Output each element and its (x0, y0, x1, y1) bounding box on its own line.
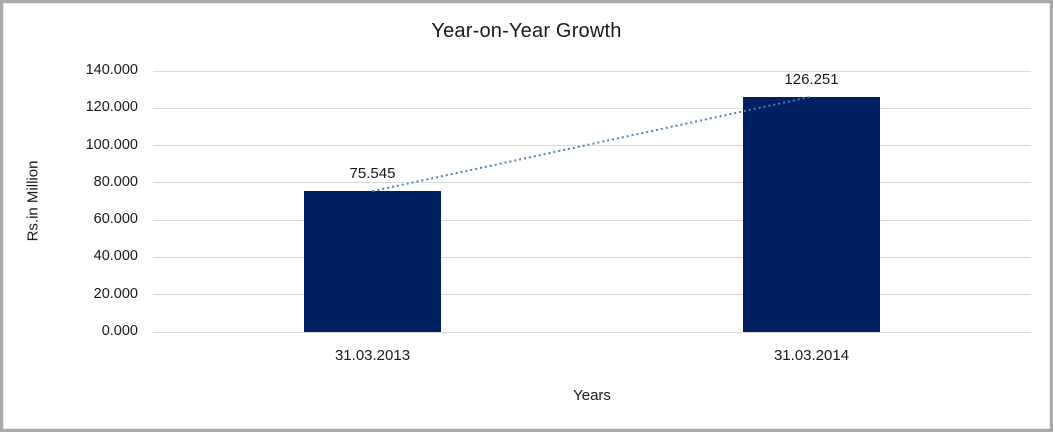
bar-value-label: 126.251 (784, 70, 839, 88)
gridline (153, 182, 1031, 184)
gridline (153, 219, 1031, 221)
bar-value-label: 75.545 (349, 165, 396, 183)
y-tick-label: 60.000 (93, 211, 138, 228)
gridline (153, 331, 1031, 333)
trendline-segment (372, 95, 812, 193)
gridline (153, 107, 1031, 109)
gridline (153, 256, 1031, 258)
gridline (153, 70, 1031, 72)
y-tick-label: 0.000 (101, 323, 138, 339)
plot-area: 75.545 126.251 (153, 70, 1031, 333)
y-tick-label: 80.000 (93, 173, 138, 190)
y-tick-label: 120.000 (85, 99, 138, 116)
trendline (372, 95, 812, 193)
bar-31.03.2013 (304, 191, 441, 332)
bar-31.03.2014 (743, 96, 880, 332)
y-tick-label: 40.000 (93, 248, 138, 265)
x-axis-title: Years (573, 387, 611, 404)
gridline (153, 294, 1031, 296)
chart-title: Year-on-Year Growth (431, 20, 622, 42)
y-tick-label: 100.000 (85, 136, 138, 153)
y-tick-label: 20.000 (93, 285, 138, 302)
gridline (153, 145, 1031, 147)
x-category-label: 31.03.2013 (334, 347, 411, 364)
x-category-label: 31.03.2014 (773, 347, 850, 364)
y-tick-label: 140.000 (85, 62, 138, 78)
y-axis-title: Rs.in Million (24, 160, 42, 242)
